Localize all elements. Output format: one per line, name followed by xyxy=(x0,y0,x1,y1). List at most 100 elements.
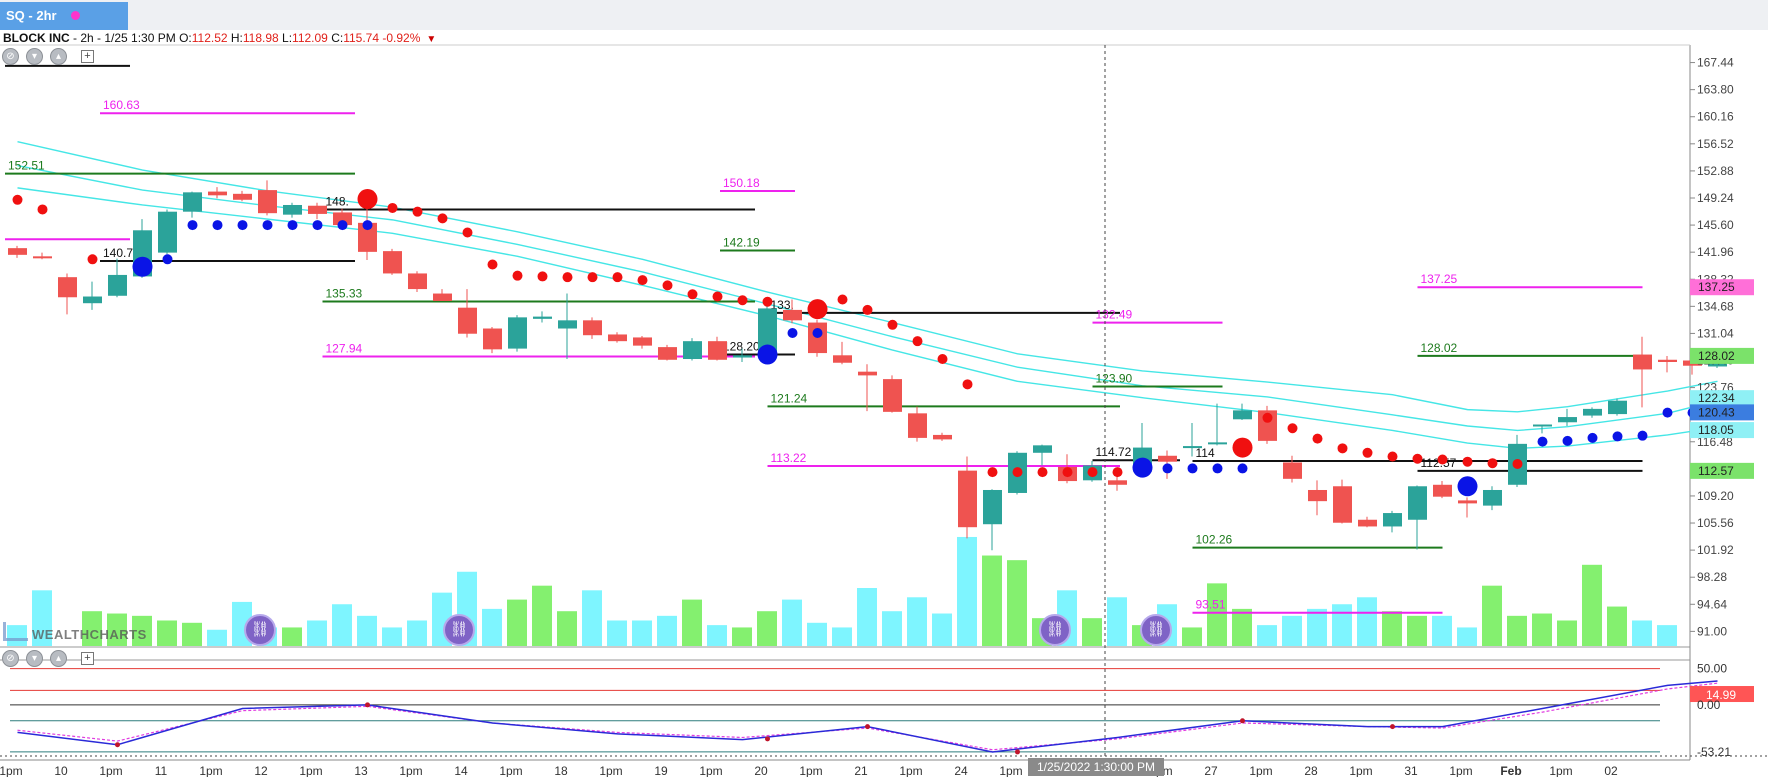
level-label: 152.51 xyxy=(8,159,45,173)
volume-bar xyxy=(1357,597,1377,646)
time-tick-label: 02 xyxy=(1604,764,1618,777)
candle-body xyxy=(533,316,552,319)
envelope-lower-line xyxy=(17,187,1718,450)
sar-dot-red xyxy=(662,280,673,291)
price-tag xyxy=(1690,462,1754,479)
candle-body xyxy=(658,347,677,360)
sar-dot-blue xyxy=(162,254,173,265)
sar-dot-blue xyxy=(787,327,798,338)
level-label: 128.20 xyxy=(723,340,760,354)
collapse-down-icon[interactable]: ▾ xyxy=(26,48,43,65)
time-tick-label: 19 xyxy=(654,764,668,777)
level-label: 128.02 xyxy=(1421,341,1458,355)
time-tick-label: 20 xyxy=(754,764,768,777)
candle-body xyxy=(158,211,177,253)
osc-hide-panel-icon[interactable]: ⊘ xyxy=(2,650,19,667)
osc-marker xyxy=(765,736,770,742)
earnings-event-icon[interactable]: ⛓ xyxy=(1039,614,1071,646)
candle-body xyxy=(33,256,52,259)
candle-body xyxy=(1483,489,1502,506)
candle-body xyxy=(1383,513,1402,527)
open-value: 112.52 xyxy=(191,31,228,45)
candle-body xyxy=(1558,417,1577,423)
sar-dot-blue xyxy=(237,220,248,231)
sar-dot-red xyxy=(737,295,748,306)
time-tick-label: 10 xyxy=(54,764,68,777)
time-tick-label: 1pm xyxy=(299,764,322,777)
candle-body xyxy=(308,205,327,214)
volume-bar xyxy=(157,620,177,646)
sar-dot-red xyxy=(987,467,998,478)
time-tick-label: 1pm xyxy=(199,764,222,777)
sar-dot-red xyxy=(462,227,473,238)
candle-body xyxy=(1408,486,1427,520)
volume-bar xyxy=(1507,615,1527,646)
sar-dot-red xyxy=(412,206,423,217)
sar-dot-red xyxy=(512,270,523,281)
sar-signal-dot xyxy=(807,299,828,320)
earnings-event-icon[interactable]: ⛓ xyxy=(443,614,475,646)
candle-body xyxy=(1233,410,1252,420)
sar-dot-red xyxy=(1287,423,1298,434)
volume-bar xyxy=(1332,604,1352,646)
level-label: 133. xyxy=(771,298,794,312)
candle-body xyxy=(508,317,527,349)
chart-tab-sq-2hr[interactable]: SQ - 2hr xyxy=(0,2,128,30)
osc-add-indicator-icon[interactable]: + xyxy=(81,652,94,665)
level-label: 150.18 xyxy=(723,176,760,190)
volume-bar xyxy=(1307,608,1327,646)
candle-body xyxy=(733,355,752,358)
volume-bar xyxy=(1532,613,1552,646)
osc-tick-label: -53.21 xyxy=(1697,745,1731,759)
volume-bar xyxy=(182,622,202,646)
candle-body xyxy=(783,309,802,321)
watermark-logo-icon xyxy=(3,622,28,641)
level-label: 160.63 xyxy=(103,98,140,112)
osc-slow-line xyxy=(17,682,1718,751)
volume-bar xyxy=(1082,618,1102,646)
volume-bar xyxy=(32,590,52,646)
volume-bar xyxy=(557,611,577,646)
candle-body xyxy=(558,320,577,329)
time-tick-label: 18 xyxy=(554,764,568,777)
ohlc-info-line: BLOCK INC - 2h - 1/25 1:30 PM O:112.52 H… xyxy=(3,31,436,45)
add-indicator-icon[interactable]: + xyxy=(81,50,94,63)
earnings-event-icon[interactable]: ⛓ xyxy=(1140,614,1172,646)
earnings-event-icon[interactable]: ⛓ xyxy=(244,614,276,646)
price-tick-label: 149.24 xyxy=(1697,191,1734,205)
candle-body xyxy=(1308,489,1327,502)
hide-panel-icon[interactable]: ⊘ xyxy=(2,48,19,65)
time-tick-label: 1pm xyxy=(1449,764,1472,777)
price-tick-label: 101.92 xyxy=(1697,543,1734,557)
envelope-upper-line xyxy=(17,141,1718,413)
candle-body xyxy=(258,190,277,214)
price-tick-label: 131.04 xyxy=(1697,326,1734,340)
time-tick-label: 1pm xyxy=(0,764,23,777)
osc-collapse-down-icon[interactable]: ▾ xyxy=(26,650,43,667)
sar-signal-dot xyxy=(757,344,778,365)
sar-dot-red xyxy=(962,379,973,390)
price-tick-label: 156.52 xyxy=(1697,137,1734,151)
sar-dot-red xyxy=(1037,467,1048,478)
volume-bar xyxy=(107,613,127,646)
candle-body xyxy=(1283,462,1302,479)
price-tag-label: 128.02 xyxy=(1698,349,1735,363)
sar-dot-blue xyxy=(1612,431,1623,442)
candle-body xyxy=(183,192,202,212)
candle-body xyxy=(1158,455,1177,462)
sar-dot-red xyxy=(1112,467,1123,478)
sar-dot-red xyxy=(837,294,848,305)
osc-collapse-up-icon[interactable]: ▴ xyxy=(50,650,67,667)
volume-bar xyxy=(207,629,227,646)
collapse-up-icon[interactable]: ▴ xyxy=(50,48,67,65)
price-tag xyxy=(1690,347,1754,364)
sar-dot-red xyxy=(387,202,398,213)
volume-bar xyxy=(707,625,727,646)
sar-dot-red xyxy=(1062,467,1073,478)
price-tag-label: 120.43 xyxy=(1698,405,1735,419)
interval-text: - 2h - 1/25 1:30 PM xyxy=(69,31,180,45)
osc-marker xyxy=(865,724,870,730)
price-tag xyxy=(1690,404,1754,421)
volume-bar xyxy=(132,615,152,646)
